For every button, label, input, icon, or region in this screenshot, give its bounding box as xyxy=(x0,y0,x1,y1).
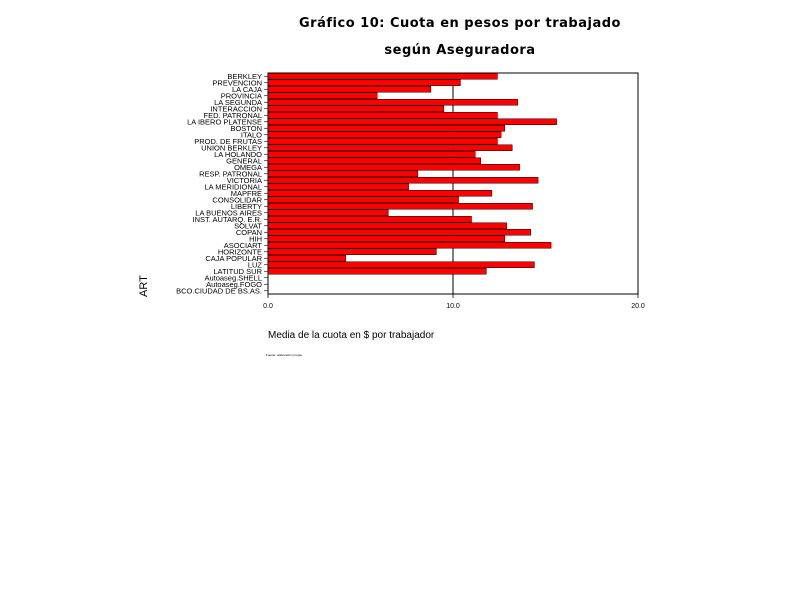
category-label: LA CAJA xyxy=(232,85,262,94)
bar xyxy=(267,229,531,236)
category-label: LA IBERO PLATENSE xyxy=(187,117,262,126)
bars-group xyxy=(267,73,557,275)
x-tick-label: 20.0 xyxy=(631,303,645,310)
bar xyxy=(267,105,444,112)
bar xyxy=(267,209,389,216)
bar xyxy=(267,164,520,171)
bar xyxy=(267,203,533,210)
bar xyxy=(267,177,539,184)
category-label: OMEGA xyxy=(234,163,262,172)
category-label: ITALO xyxy=(241,130,262,139)
bar xyxy=(267,86,432,93)
category-label: LATITUD SUR xyxy=(213,267,262,276)
category-label: SOLVAT xyxy=(234,221,262,230)
bar xyxy=(267,138,498,145)
category-label: RESP. PATRONAL xyxy=(199,169,262,178)
x-axis-ticks: 0.0 10.0 20.0 xyxy=(263,294,645,310)
category-label: VICTORIA xyxy=(227,176,262,185)
bar xyxy=(267,131,502,138)
category-label: BERKLEY xyxy=(227,72,262,81)
bar xyxy=(267,170,419,177)
bar xyxy=(267,183,409,190)
bar xyxy=(267,196,459,203)
category-label: LA HOLANDO xyxy=(214,150,262,159)
category-label: LA MERIDIONAL xyxy=(204,182,262,191)
category-label: BCO.CIUDAD DE BS.AS. xyxy=(176,286,262,295)
bar xyxy=(267,151,476,158)
bar xyxy=(267,190,493,197)
bar xyxy=(267,144,513,151)
category-label: CAJA POPULAR xyxy=(205,254,262,263)
bar xyxy=(267,112,498,119)
category-label: HORIZONTE xyxy=(218,247,262,256)
bar xyxy=(267,99,518,106)
category-label: PREVENCION xyxy=(212,78,262,87)
category-label: BOSTON xyxy=(230,124,262,133)
category-label: CONSOLIDAR xyxy=(212,195,262,204)
category-label: LIBERTY xyxy=(231,202,262,211)
bar xyxy=(267,222,507,229)
x-axis-title: Media de la cuota en $ por trabajador xyxy=(268,330,435,341)
bar xyxy=(267,73,498,80)
category-label: LA BUENOS AIRES xyxy=(195,208,262,217)
bar xyxy=(267,125,506,132)
bar xyxy=(267,242,552,249)
category-label: LUZ xyxy=(248,260,263,269)
category-label: INTERACCION xyxy=(210,104,262,113)
bar xyxy=(267,255,346,262)
category-label: Autoaseg.FOGO xyxy=(206,280,262,289)
category-label: ASOCIART xyxy=(224,241,263,250)
category-label: LA SEGUNDA xyxy=(214,98,262,107)
category-label: MAPFRE xyxy=(231,189,262,198)
category-label: PROVINCIA xyxy=(221,91,262,100)
chart-title: Gráfico 10: Cuota en pesos por trabajado… xyxy=(240,10,680,64)
bar xyxy=(267,79,461,86)
category-label: COPAN xyxy=(236,228,262,237)
chart-title-line1: Gráfico 10: Cuota en pesos por trabajado xyxy=(299,16,621,31)
category-label: INST. AUTARQ. E.R. xyxy=(193,215,262,224)
footnote: Fuente: elaboración propia xyxy=(266,353,302,357)
category-label: PROD. DE FRUTAS xyxy=(194,137,262,146)
category-label: HIH xyxy=(249,234,262,243)
category-label: UNION BERKLEY xyxy=(201,143,262,152)
category-label: GENERAL xyxy=(226,156,262,165)
bar xyxy=(267,268,487,275)
bar xyxy=(267,248,437,255)
bar xyxy=(267,157,481,164)
bar xyxy=(267,92,378,99)
x-tick-label: 10.0 xyxy=(446,303,460,310)
bar xyxy=(267,216,472,223)
y-axis-title: ART xyxy=(138,275,150,297)
bar xyxy=(267,118,557,125)
category-label: FED. PATRONAL xyxy=(204,111,262,120)
category-label: Autoaseg.SHELL xyxy=(204,273,262,282)
bar xyxy=(267,235,506,242)
chart-title-line2: según Aseguradora xyxy=(384,43,536,58)
x-tick-label: 0.0 xyxy=(263,303,273,310)
bar xyxy=(267,261,535,268)
